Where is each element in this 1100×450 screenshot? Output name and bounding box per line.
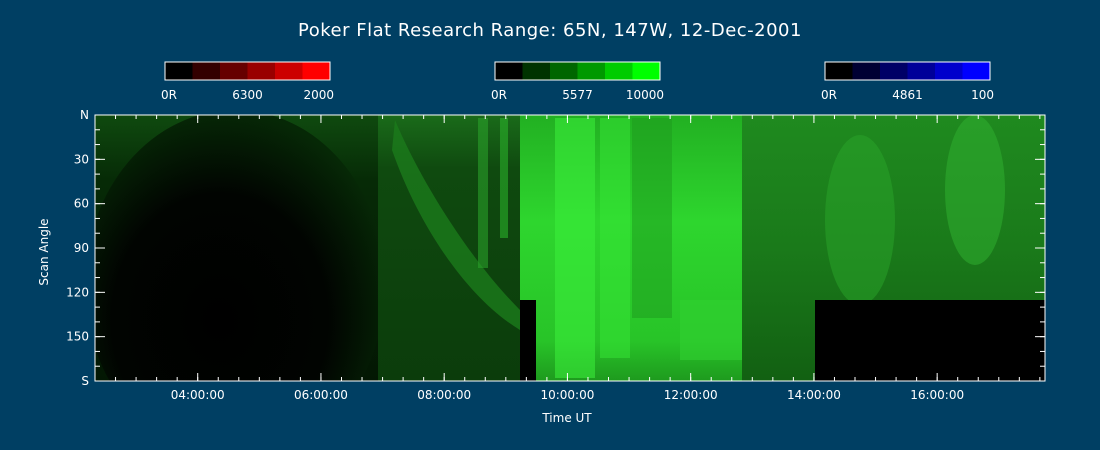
colorbar-step bbox=[632, 62, 661, 80]
colorbar-4861: 0R 4861 100 bbox=[821, 61, 994, 102]
colorbar-min-label: 0R bbox=[161, 88, 177, 102]
bright-core-1 bbox=[555, 118, 595, 378]
y-axis-label: Scan Angle bbox=[37, 218, 51, 285]
colorbar-wavelength-label: 5577 bbox=[562, 88, 593, 102]
colorbar-step bbox=[852, 62, 881, 80]
y-tick-label: 90 bbox=[74, 241, 89, 255]
colorbar-step bbox=[165, 62, 193, 80]
y-tick-label: N bbox=[80, 108, 89, 122]
colorbar-max-label: 10000 bbox=[626, 88, 664, 102]
colorbar-step bbox=[522, 62, 551, 80]
aurora-streak-2 bbox=[500, 118, 508, 238]
colorbar-frame bbox=[494, 61, 661, 81]
colorbar-step bbox=[880, 62, 908, 80]
keogram-image bbox=[95, 115, 1045, 381]
colorbar-step bbox=[302, 62, 331, 80]
colorbar-5577: 0R 5577 10000 bbox=[491, 61, 664, 102]
y-tick-label: 30 bbox=[74, 152, 89, 166]
x-axis: 04:00:00 06:00:00 08:00:00 10:00:00 12:00:00… bbox=[94, 115, 1041, 402]
colorbar-step bbox=[495, 62, 523, 80]
aurora-streak-1 bbox=[478, 118, 488, 268]
y-tick-label: 120 bbox=[66, 285, 89, 299]
colorbar-step bbox=[907, 62, 936, 80]
colorbar-step bbox=[192, 62, 221, 80]
dim-band bbox=[632, 118, 672, 318]
colorbar-step bbox=[605, 62, 633, 80]
colorbar-wavelength-label: 6300 bbox=[232, 88, 263, 102]
y-tick-label: 150 bbox=[66, 330, 89, 344]
colorbar-step bbox=[935, 62, 963, 80]
colorbar-step bbox=[825, 62, 853, 80]
colorbar-step bbox=[247, 62, 276, 80]
colorbar-group: 0R 6300 2000 0R 5577 10000 0R 4861 100 bbox=[161, 61, 994, 102]
aurora-arc-early bbox=[392, 120, 520, 330]
late-aurora-glow-2 bbox=[945, 115, 1005, 265]
x-tick-label: 12:00:00 bbox=[664, 388, 718, 402]
x-tick-label: 04:00:00 bbox=[171, 388, 225, 402]
x-tick-label: 06:00:00 bbox=[294, 388, 348, 402]
y-axis: N 30 60 90 120 150 S bbox=[66, 108, 1045, 388]
colorbar-step bbox=[275, 62, 303, 80]
x-axis-label: Time UT bbox=[541, 411, 592, 425]
x-tick-label: 16:00:00 bbox=[910, 388, 964, 402]
colorbar-step bbox=[962, 62, 991, 80]
chart-title: Poker Flat Research Range: 65N, 147W, 12… bbox=[298, 20, 802, 41]
colorbar-wavelength-label: 4861 bbox=[892, 88, 923, 102]
bright-tail bbox=[680, 300, 742, 360]
colorbar-min-label: 0R bbox=[491, 88, 507, 102]
y-tick-label: 60 bbox=[74, 197, 89, 211]
x-tick-label: 08:00:00 bbox=[417, 388, 471, 402]
missing-data-1 bbox=[520, 300, 536, 381]
late-aurora-glow-1 bbox=[825, 135, 895, 305]
dark-region bbox=[95, 115, 385, 381]
x-tick-label: 14:00:00 bbox=[787, 388, 841, 402]
colorbar-frame bbox=[824, 61, 991, 81]
colorbar-min-label: 0R bbox=[821, 88, 837, 102]
colorbar-max-label: 2000 bbox=[303, 88, 334, 102]
colorbar-frame bbox=[164, 61, 331, 81]
y-tick-label: S bbox=[81, 374, 89, 388]
colorbar-max-label: 100 bbox=[971, 88, 994, 102]
colorbar-step bbox=[550, 62, 578, 80]
missing-data-2 bbox=[815, 300, 1045, 381]
colorbar-step bbox=[220, 62, 248, 80]
x-tick-label: 10:00:00 bbox=[540, 388, 594, 402]
colorbar-step bbox=[577, 62, 606, 80]
colorbar-6300: 0R 6300 2000 bbox=[161, 61, 334, 102]
bright-core-2 bbox=[600, 118, 630, 358]
